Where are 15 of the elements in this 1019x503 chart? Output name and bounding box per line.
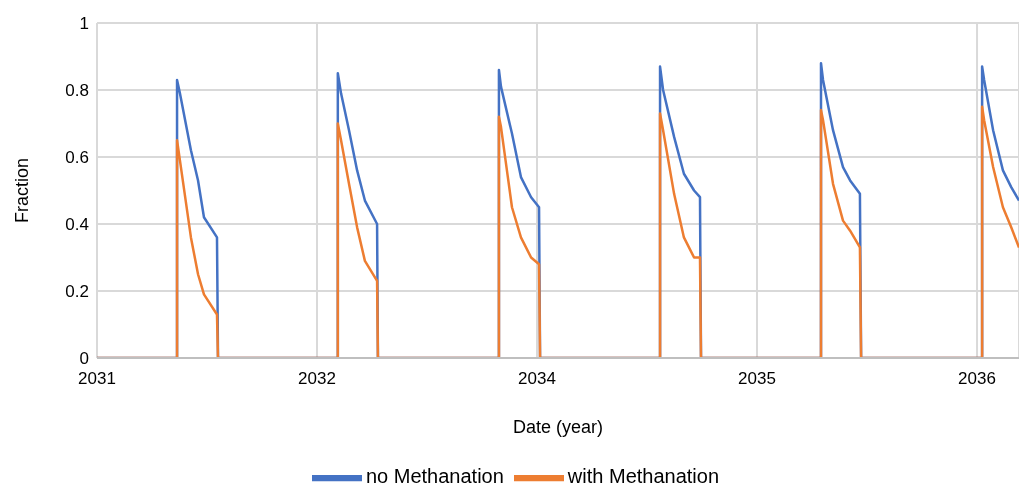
- y-tick-label: 0.8: [65, 81, 89, 101]
- y-tick-label: 0.2: [65, 282, 89, 302]
- y-tick-label: 1: [79, 14, 89, 34]
- y-tick-label: 0.4: [65, 215, 89, 235]
- x-tick-label: 2031: [78, 369, 116, 389]
- legend-label: no Methanation: [365, 465, 504, 488]
- x-axis-title: Date (year): [512, 416, 604, 437]
- x-tick-label: 2032: [298, 369, 336, 389]
- legend-label: with Methanation: [567, 465, 720, 488]
- y-axis-title: Fraction: [12, 157, 33, 224]
- y-tick-label: 0.6: [65, 148, 89, 168]
- y-tick-label: 0: [79, 349, 89, 369]
- x-tick-label: 2036: [958, 369, 996, 389]
- x-tick-label: 2035: [738, 369, 776, 389]
- x-tick-label: 2034: [518, 369, 556, 389]
